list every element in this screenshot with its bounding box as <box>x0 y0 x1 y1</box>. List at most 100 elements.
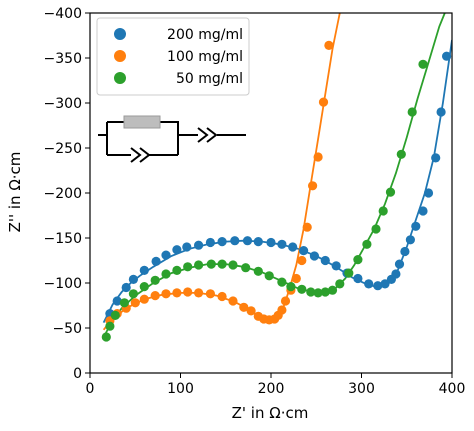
data-point <box>242 236 253 246</box>
cpe-icon <box>197 127 218 143</box>
data-point <box>299 246 309 256</box>
data-point <box>121 282 131 293</box>
data-point <box>112 296 122 306</box>
data-point <box>373 281 383 291</box>
data-point <box>436 107 446 117</box>
data-point <box>205 289 215 299</box>
data-point <box>431 153 441 163</box>
legend-marker <box>114 72 126 84</box>
data-point <box>309 251 319 261</box>
data-point <box>266 237 276 248</box>
data-point <box>335 279 345 289</box>
x-axis-label: Z' in Ω·cm <box>232 404 309 422</box>
data-point <box>353 255 363 265</box>
data-point <box>194 260 204 270</box>
data-point <box>418 59 428 69</box>
data-point <box>286 282 296 292</box>
y-tick-label: −300 <box>44 96 82 112</box>
data-point <box>151 256 161 266</box>
data-point <box>119 298 129 308</box>
data-point <box>344 268 354 278</box>
data-point <box>161 250 171 260</box>
data-point <box>228 260 238 270</box>
data-point <box>172 265 182 275</box>
data-point <box>128 274 138 284</box>
data-point <box>241 263 251 273</box>
y-axis-label: Z'' in Ω·cm <box>6 152 24 233</box>
x-tick-label: 400 <box>439 381 466 397</box>
x-tick-label: 100 <box>167 381 194 397</box>
legend-marker <box>114 28 126 40</box>
data-point <box>139 265 149 275</box>
data-point <box>291 273 301 284</box>
data-point <box>318 97 329 107</box>
data-point <box>320 255 330 266</box>
data-point <box>150 291 160 301</box>
data-point <box>230 236 240 246</box>
data-point <box>217 237 227 247</box>
data-point <box>313 288 323 298</box>
data-point <box>362 239 372 249</box>
data-point <box>110 310 120 320</box>
data-point <box>246 306 256 316</box>
data-point <box>161 269 171 279</box>
y-tick-label: −350 <box>44 51 82 67</box>
data-point <box>371 224 381 234</box>
data-point <box>161 289 171 299</box>
resistor-icon <box>123 115 161 129</box>
data-point <box>101 332 111 342</box>
data-point <box>139 294 149 304</box>
data-point <box>277 305 287 315</box>
data-point <box>327 285 338 295</box>
data-point <box>297 284 307 294</box>
data-point <box>391 269 401 279</box>
data-point <box>405 235 415 245</box>
data-point <box>418 206 428 216</box>
data-point <box>217 259 227 269</box>
data-point <box>331 261 341 271</box>
y-tick-label: 0 <box>73 366 82 382</box>
data-point <box>364 279 374 289</box>
data-point <box>423 188 434 198</box>
data-point <box>280 296 291 306</box>
data-point <box>239 302 249 312</box>
data-point <box>182 242 192 252</box>
data-point <box>400 246 410 257</box>
y-tick-label: −200 <box>44 186 82 202</box>
data-point <box>217 291 227 302</box>
data-point <box>380 279 390 289</box>
legend-label: 50 mg/ml <box>176 71 243 87</box>
legend-label: 200 mg/ml <box>167 27 243 43</box>
data-point <box>353 273 363 284</box>
data-point <box>396 149 406 159</box>
data-point <box>385 187 396 197</box>
cpe-icon <box>130 147 151 163</box>
y-tick-label: −250 <box>44 141 82 157</box>
data-point <box>194 240 204 250</box>
data-point <box>128 289 138 299</box>
data-point <box>378 206 388 216</box>
data-point <box>320 287 330 297</box>
data-point <box>139 282 149 292</box>
data-point <box>205 237 215 248</box>
data-point <box>302 222 312 232</box>
data-point <box>394 259 405 269</box>
data-point <box>313 152 323 162</box>
data-point <box>253 266 263 276</box>
plot-frame <box>89 12 453 374</box>
data-point <box>253 237 263 247</box>
data-point <box>407 107 417 117</box>
data-point <box>277 277 287 287</box>
data-point <box>206 259 216 269</box>
data-point <box>172 245 182 255</box>
data-point <box>411 221 421 231</box>
data-point <box>277 239 287 249</box>
x-tick-label: 200 <box>258 381 285 397</box>
data-point <box>306 287 316 297</box>
data-point <box>442 51 452 61</box>
data-point <box>172 288 182 298</box>
legend-marker <box>114 50 126 62</box>
y-tick-label: −400 <box>44 6 82 22</box>
